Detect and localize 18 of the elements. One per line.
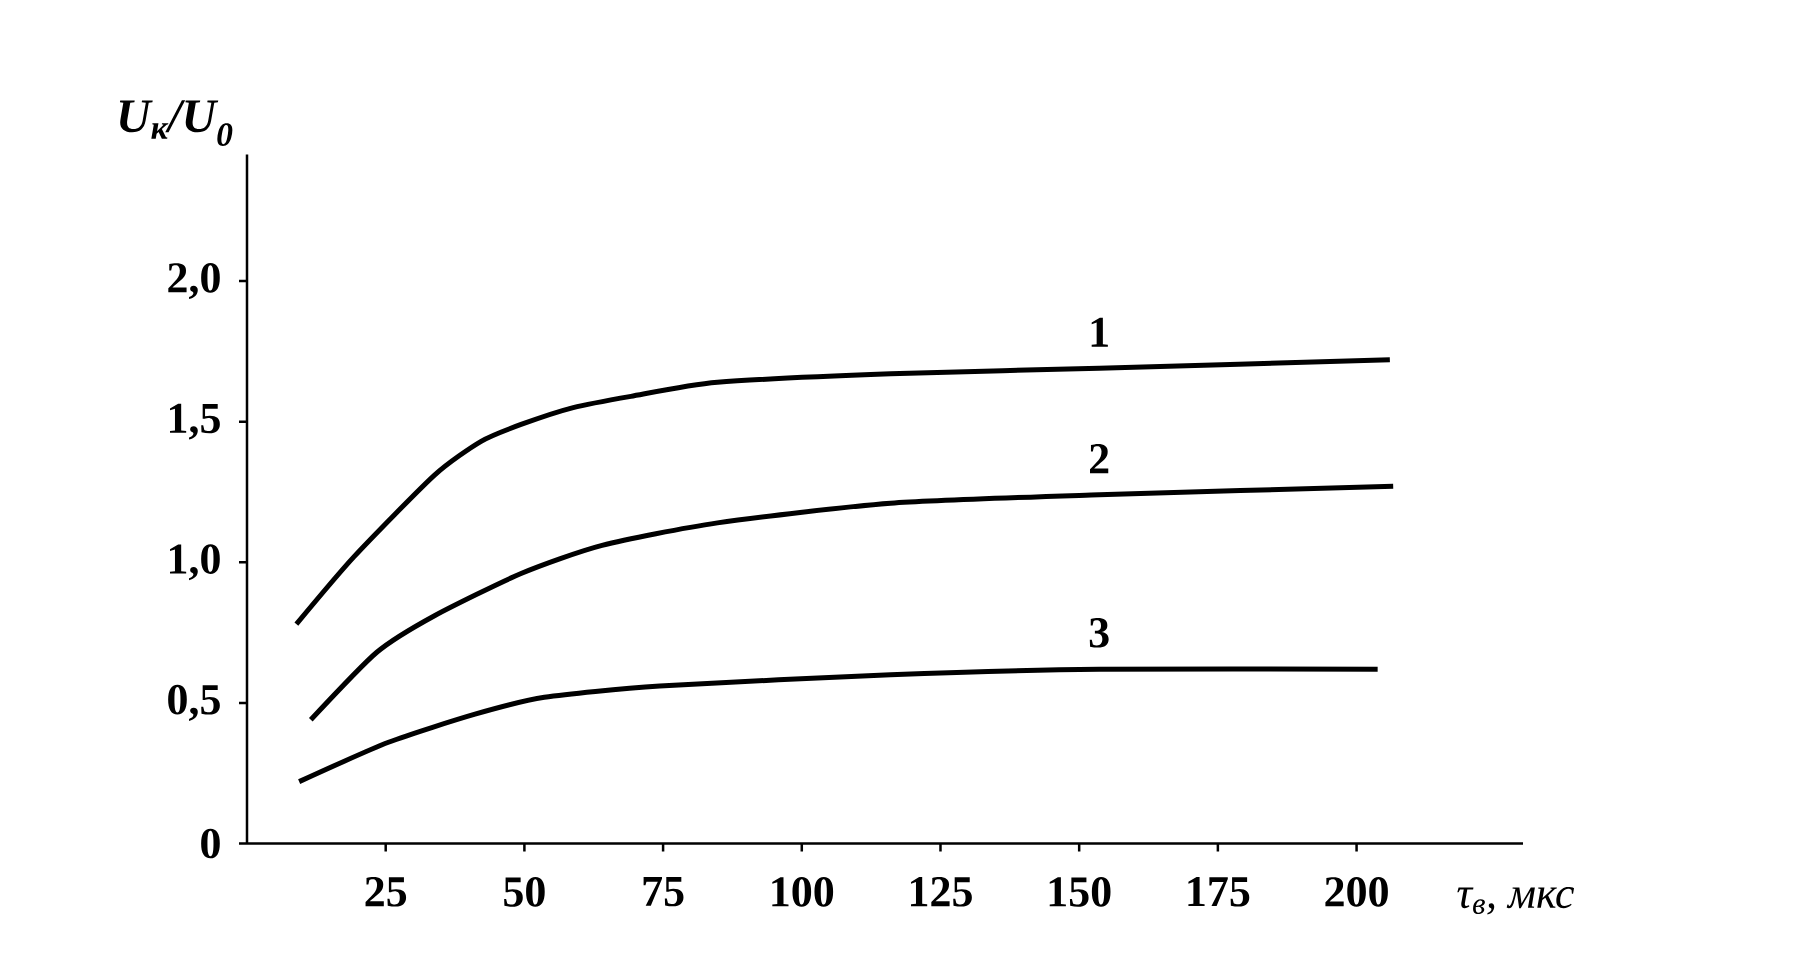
x-tick-label: 25 [365, 877, 407, 907]
x-tick-label: 50 [504, 877, 545, 907]
series-label: 2 [1090, 444, 1109, 474]
y-tick-label: 0,5 [168, 684, 220, 721]
y-tick-label: 1,5 [170, 403, 220, 440]
x-tick-label: 100 [772, 877, 834, 907]
x-tick-label: 175 [1188, 877, 1250, 907]
x-tick-label: 150 [1049, 877, 1111, 907]
y-axis-title: U$_{к}$/U$_{0}$ [119, 100, 233, 146]
x-tick-label: 125 [911, 877, 972, 907]
y-tick-label: 1,0 [170, 544, 220, 581]
x-tick-label: 200 [1325, 877, 1388, 907]
y-tick-label: 0 [201, 828, 220, 859]
series-label: 1 [1091, 317, 1108, 347]
series-label: 3 [1089, 618, 1109, 648]
x-axis-title: τ$_{в}$, мкс [1457, 887, 1575, 915]
y-tick-label: 2,0 [168, 263, 220, 300]
x-tick-label: 75 [643, 877, 684, 907]
